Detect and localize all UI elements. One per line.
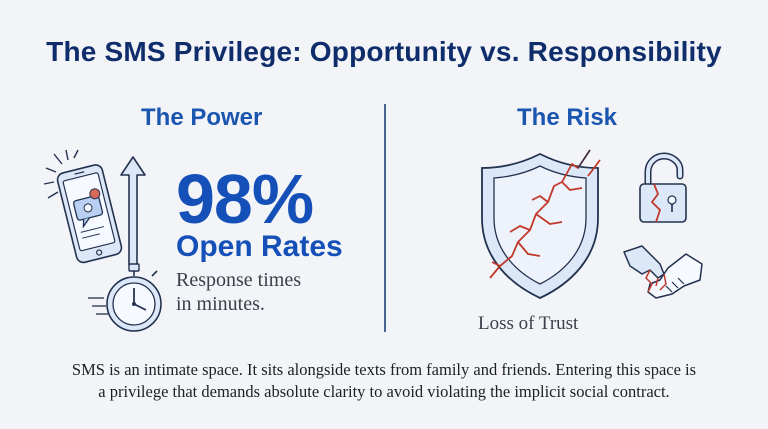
up-arrow-icon [120,156,146,266]
column-divider [384,104,386,332]
broken-padlock-icon [639,152,687,223]
broken-handshake-icon [623,245,703,299]
response-time-text: Response times in minutes. [176,268,346,316]
risk-caption: Loss of Trust [478,313,579,334]
response-time-line-2: in minutes. [176,293,265,315]
footer-line-2: a privilege that demands absolute clarit… [98,382,670,401]
risk-heading: The Risk [517,104,618,131]
response-time-line-1: Response times [176,269,301,291]
power-heading: The Power [141,104,263,131]
open-rate-stat: 98% [176,160,314,238]
page-title: The SMS Privilege: Opportunity vs. Respo… [46,36,722,67]
cracked-shield-icon [481,149,601,299]
footer-line-1: SMS is an intimate space. It sits alongs… [71,360,697,379]
footer-text: SMS is an intimate space. It sits alongs… [0,359,768,403]
open-rate-label: Open Rates [176,230,343,263]
stopwatch-icon [88,263,162,332]
smartphone-notification-icon [43,149,123,264]
